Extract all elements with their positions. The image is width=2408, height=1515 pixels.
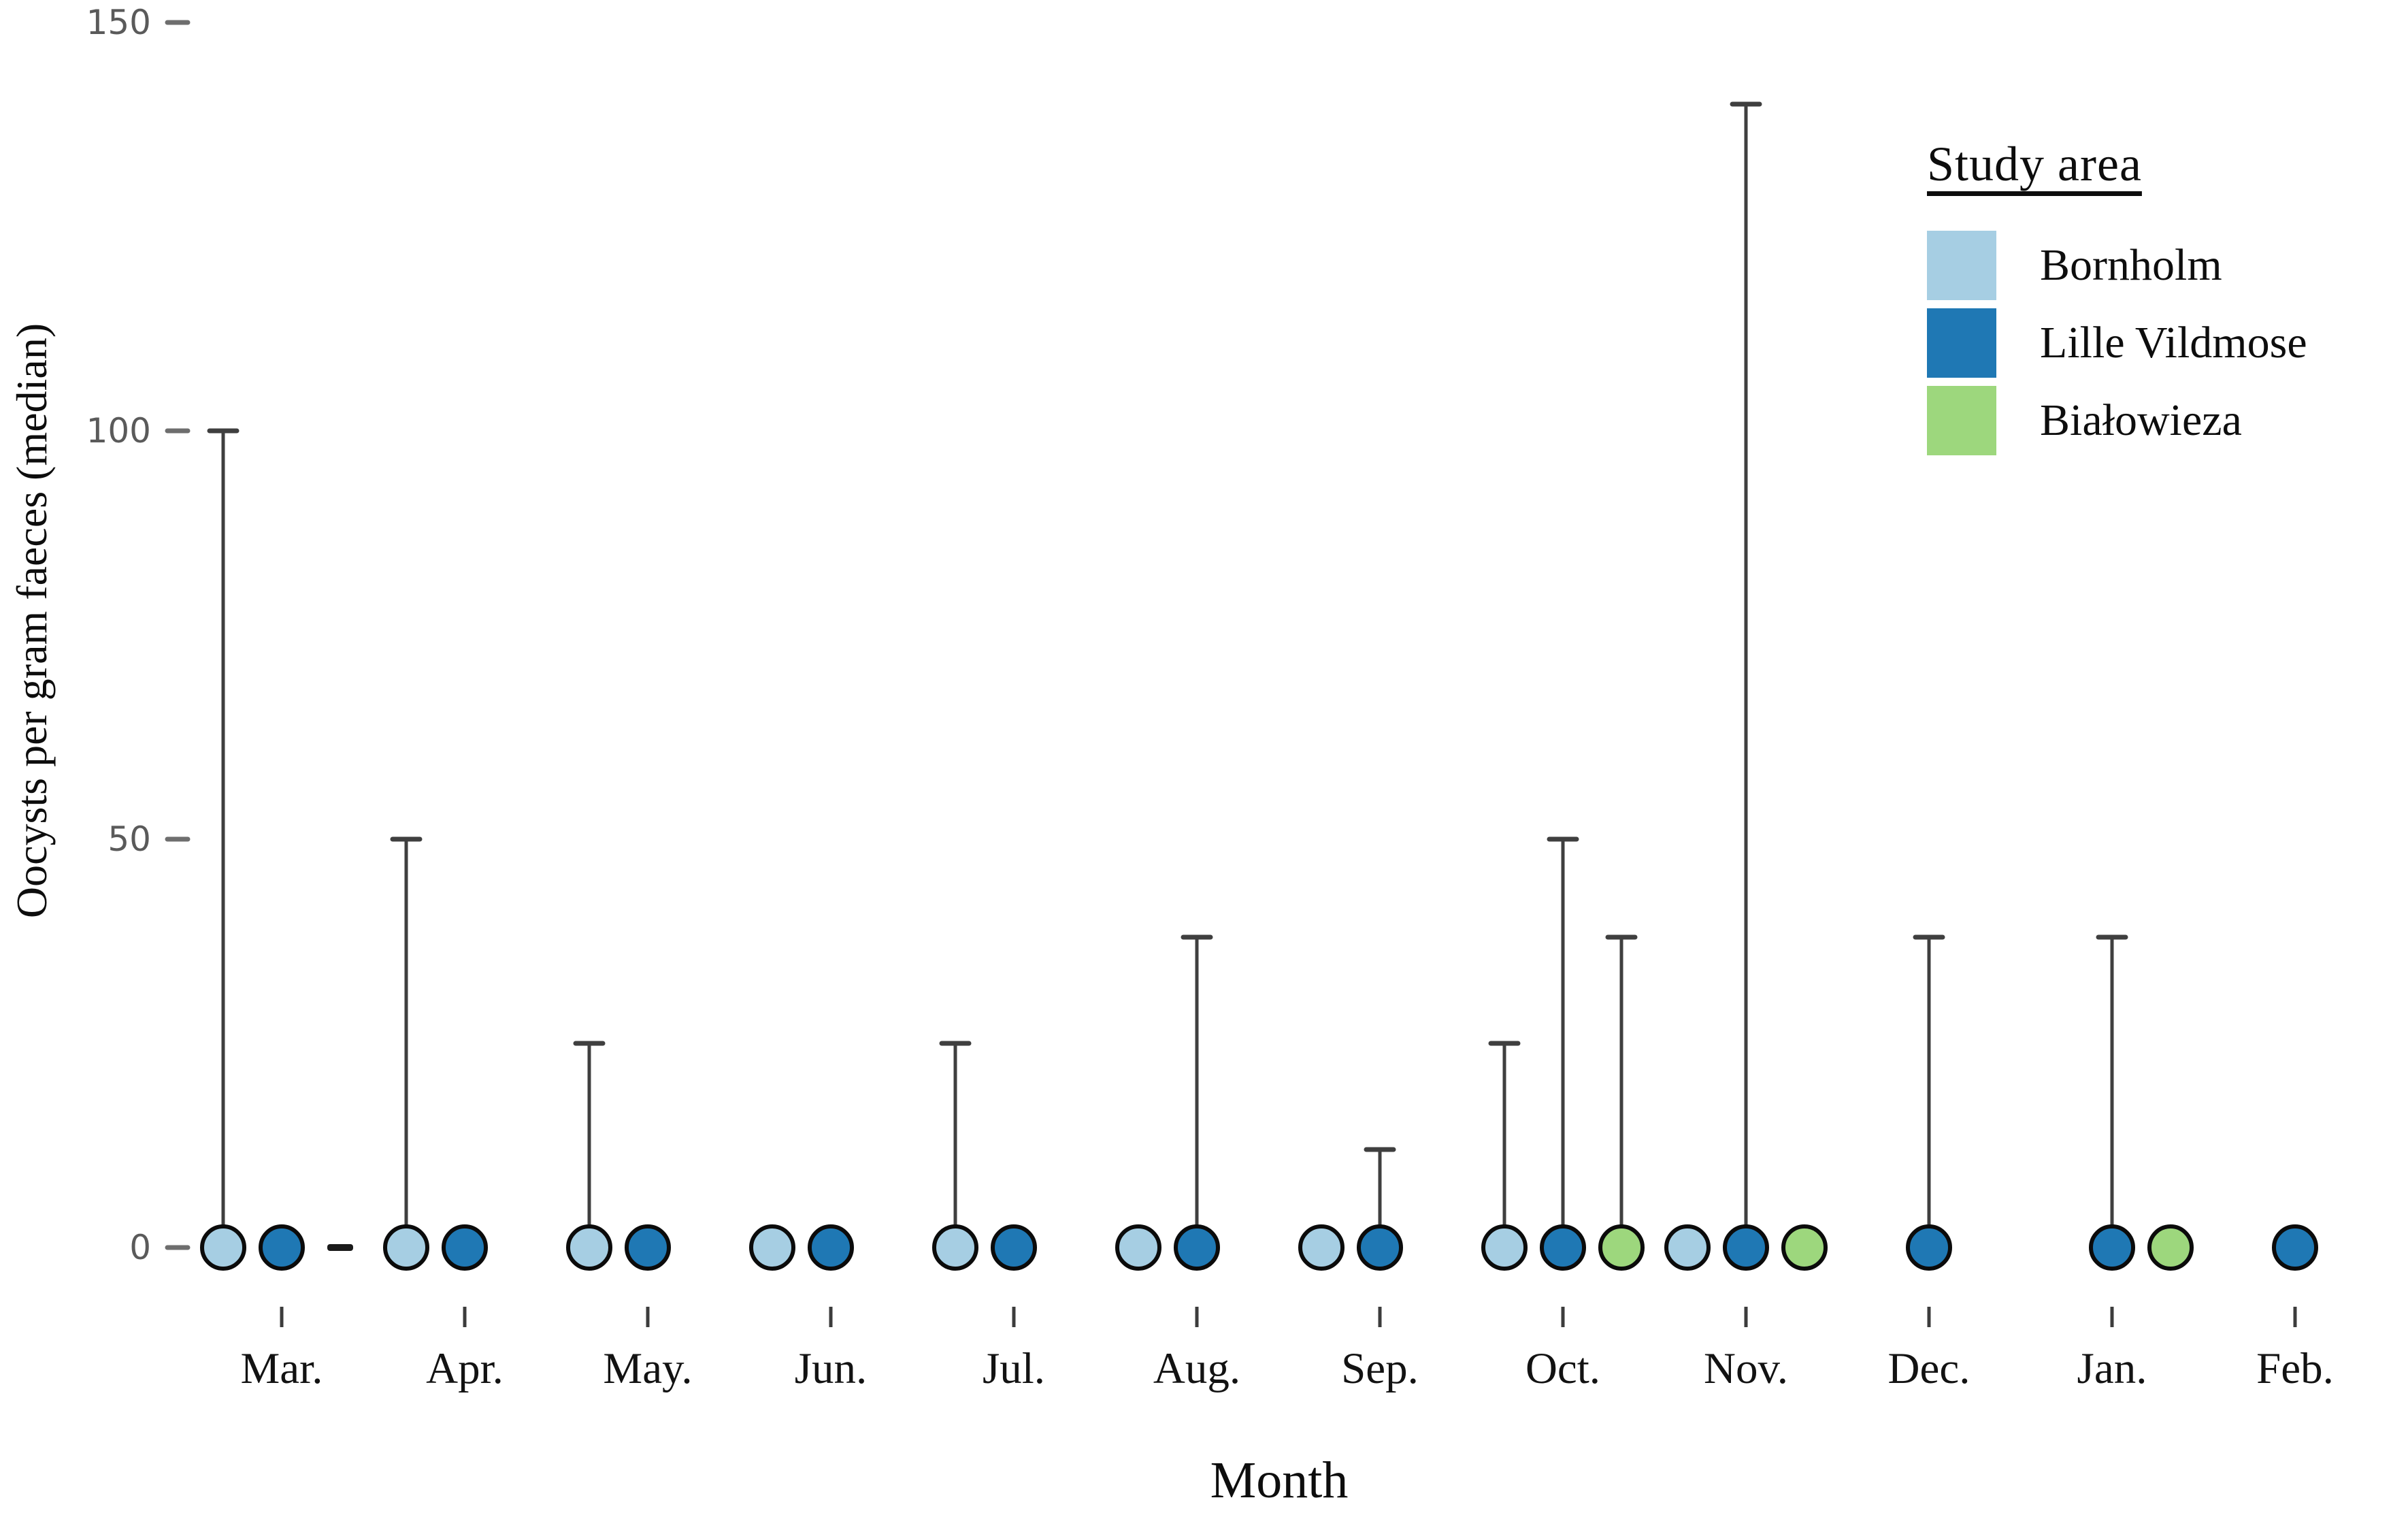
data-point: [200, 1224, 246, 1271]
x-tick-label: Mar.: [241, 1344, 323, 1393]
legend-swatch: [1927, 308, 1996, 378]
legend-title: Study area: [1927, 137, 2142, 191]
data-point: [932, 1224, 978, 1271]
legend-item: Lille Vildmose: [1927, 308, 2403, 378]
x-tick-label: Feb.: [2256, 1344, 2334, 1393]
y-tick-label: 0: [129, 1228, 151, 1267]
y-axis-title: Oocysts per gram faeces (median): [7, 323, 56, 918]
data-point: [1357, 1224, 1403, 1271]
data-point: [566, 1224, 612, 1271]
data-point: [1723, 1224, 1769, 1271]
data-point: [1906, 1224, 1952, 1271]
legend-item: Białowieza: [1927, 386, 2403, 455]
x-tick-label: Jan.: [2077, 1344, 2147, 1393]
data-point: [1664, 1224, 1711, 1271]
legend-items: Bornholm Lille Vildmose Białowieza: [1927, 231, 2403, 455]
x-tick-label: Jun.: [795, 1344, 868, 1393]
data-point: [1298, 1224, 1345, 1271]
data-point-dash: [327, 1244, 353, 1251]
data-point: [383, 1224, 429, 1271]
legend-item-label: Białowieza: [2040, 395, 2242, 445]
legend-item: Bornholm: [1927, 231, 2403, 300]
x-tick-label: Nov.: [1704, 1344, 1788, 1393]
x-tick-label: Apr.: [426, 1344, 504, 1393]
legend: Study area Bornholm Lille Vildmose Białowi…: [1927, 136, 2403, 463]
data-point: [2272, 1224, 2318, 1271]
legend-item-label: Bornholm: [2040, 240, 2222, 290]
data-point: [991, 1224, 1037, 1271]
x-axis-title: Month: [1210, 1452, 1349, 1509]
x-tick-label: Oct.: [1525, 1344, 1600, 1393]
data-point: [1115, 1224, 1161, 1271]
x-tick-label: May.: [603, 1344, 692, 1393]
legend-swatch: [1927, 386, 1996, 455]
legend-item-label: Lille Vildmose: [2040, 318, 2307, 368]
y-tick-label: 50: [108, 819, 151, 859]
data-point: [1174, 1224, 1220, 1271]
x-tick-label: Jul.: [983, 1344, 1045, 1393]
data-point: [625, 1224, 671, 1271]
data-point: [1781, 1224, 1828, 1271]
y-tick-label: 150: [86, 3, 151, 42]
x-tick-label: Dec.: [1888, 1344, 1970, 1393]
data-point: [749, 1224, 795, 1271]
data-point: [259, 1224, 305, 1271]
data-point: [442, 1224, 488, 1271]
data-point: [1481, 1224, 1528, 1271]
x-tick-label: Aug.: [1153, 1344, 1240, 1393]
data-point: [2147, 1224, 2194, 1271]
data-point: [1540, 1224, 1586, 1271]
y-tick-label: 100: [86, 411, 151, 451]
plot-layer: 0 50 100 150 Mar. Apr. May. Jun. Jul. Aug. Sep. Oct…: [86, 3, 2334, 1393]
legend-swatch: [1927, 231, 1996, 300]
x-tick-label: Sep.: [1341, 1344, 1419, 1393]
data-point: [1598, 1224, 1645, 1271]
data-point: [2089, 1224, 2135, 1271]
data-point: [808, 1224, 854, 1271]
